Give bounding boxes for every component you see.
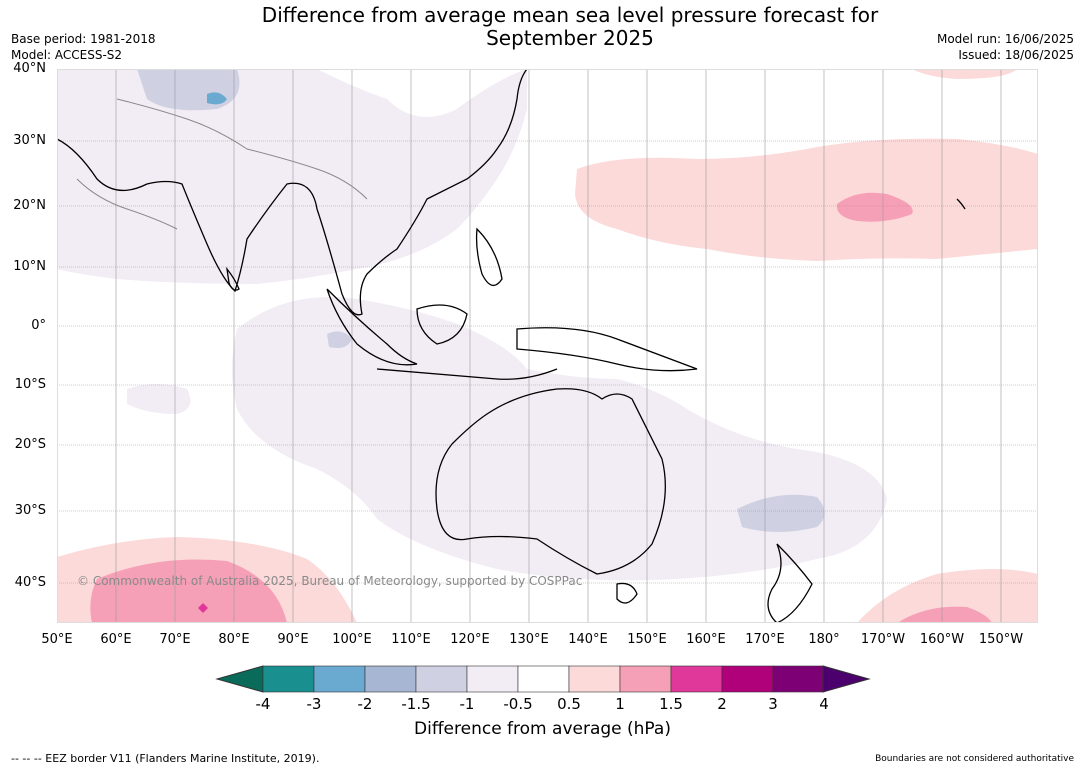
lon-label-150e: 150°E <box>627 632 667 647</box>
lon-label-170w: 170°W <box>860 632 906 647</box>
colorbar-tick: -0.5 <box>503 695 533 713</box>
lat-label-40s: 40°S <box>14 575 46 590</box>
colorbar-tick: 2 <box>717 695 727 713</box>
hawaii-outline <box>956 198 966 210</box>
anomaly-southern-pacific-core <box>897 606 992 623</box>
meta-right: Model run: 16/06/2025 Issued: 18/06/2025 <box>937 31 1074 63</box>
lat-label-30s: 30°S <box>14 503 46 518</box>
colorbar-label: Difference from average (hPa) <box>414 719 671 739</box>
colorbar-tick: -2 <box>357 695 373 713</box>
model-name: Model: ACCESS-S2 <box>11 48 123 62</box>
colorbar-bin <box>772 665 825 693</box>
colorbar-bin <box>262 665 315 693</box>
colorbar-tick: -1.5 <box>401 695 431 713</box>
lat-label-40n: 40°N <box>13 61 46 76</box>
colorbar-bin <box>568 665 621 693</box>
new-zealand-outline <box>767 543 813 623</box>
issued-date: Issued: 18/06/2025 <box>958 48 1074 62</box>
colorbar-tick: 1.5 <box>659 695 683 713</box>
sri-lanka-outline <box>226 266 240 291</box>
anomaly-himalaya-core <box>207 92 227 105</box>
colorbar-bin <box>670 665 723 693</box>
colorbar-tick: 0.5 <box>557 695 581 713</box>
border-line-2 <box>76 178 178 230</box>
colorbar-extend-low <box>215 665 264 693</box>
lat-label-20n: 20°N <box>13 198 46 213</box>
colorbar-extend-high <box>822 665 871 693</box>
lat-label-10n: 10°N <box>13 259 46 274</box>
lon-label-80e: 80°E <box>218 632 250 647</box>
lon-label-180: 180° <box>808 632 840 647</box>
colorbar-bin <box>619 665 672 693</box>
philippines-outline <box>475 227 503 286</box>
colorbar-tick: 1 <box>615 695 625 713</box>
colorbar-bin <box>364 665 417 693</box>
gridlines <box>57 69 1038 623</box>
base-period: Base period: 1981-2018 <box>11 32 156 46</box>
country-borders <box>76 98 368 230</box>
asia-coastline <box>57 69 528 316</box>
colorbar <box>215 665 871 693</box>
anomaly-north-high-edge <box>912 69 1017 79</box>
lat-label-30n: 30°N <box>13 133 46 148</box>
lon-label-70e: 70°E <box>159 632 191 647</box>
lat-label-equator: 0° <box>31 318 46 333</box>
anomaly-north-pacific-high <box>575 138 1038 261</box>
copyright-notice: © Commonwealth of Australia 2025, Bureau… <box>77 574 583 588</box>
colorbar-bin <box>517 665 570 693</box>
anomaly-southern-pacific-high <box>857 569 1038 623</box>
anomaly-southern-indian-peak <box>198 603 208 613</box>
new-guinea-outline <box>516 327 698 372</box>
lon-label-110e: 110°E <box>391 632 431 647</box>
lon-label-150w: 150°W <box>978 632 1024 647</box>
lon-label-170e: 170°E <box>745 632 785 647</box>
lon-label-50e: 50°E <box>41 632 73 647</box>
australia-outline <box>435 388 666 575</box>
colorbar-tick: -3 <box>306 695 322 713</box>
colorbar-tick: -4 <box>255 695 271 713</box>
lat-label-10s: 10°S <box>14 377 46 392</box>
colorbar-bin <box>721 665 774 693</box>
map-panel <box>57 69 1038 623</box>
colorbar-bin <box>313 665 366 693</box>
eez-legend: -- -- -- EEZ border V11 (Flanders Marine… <box>11 752 320 765</box>
colorbar-bin <box>466 665 519 693</box>
anomaly-tasman-low <box>737 494 825 532</box>
lon-label-90e: 90°E <box>277 632 309 647</box>
lon-label-160w: 160°W <box>919 632 965 647</box>
anomaly-sumatra-low <box>327 331 352 348</box>
tasmania-outline <box>616 582 638 604</box>
model-run: Model run: 16/06/2025 <box>936 32 1074 46</box>
boundary-disclaimer: Boundaries are not considered authoritat… <box>875 754 1074 764</box>
anomaly-indian-ocean-weak-low <box>232 297 887 581</box>
anomaly-southern-indian-core <box>90 559 287 623</box>
border-line-1 <box>116 98 368 200</box>
lon-label-140e: 140°E <box>568 632 608 647</box>
colorbar-tick: 4 <box>819 695 829 713</box>
sumatra-outline <box>326 288 418 366</box>
colorbar-tick: -1 <box>459 695 475 713</box>
anomaly-north-pacific-core <box>836 192 913 222</box>
lat-label-20s: 20°S <box>14 437 46 452</box>
lon-label-130e: 130°E <box>509 632 549 647</box>
map-frame <box>57 69 1038 623</box>
colorbar-bin <box>415 665 468 693</box>
lon-label-160e: 160°E <box>686 632 726 647</box>
meta-left: Base period: 1981-2018 Model: ACCESS-S2 <box>11 31 156 63</box>
colorbar-tick: 3 <box>768 695 778 713</box>
colorbar-bins <box>262 665 825 693</box>
java-lesser-sunda-outline <box>376 368 558 380</box>
lon-label-100e: 100°E <box>332 632 372 647</box>
lon-label-60e: 60°E <box>100 632 132 647</box>
land-outlines <box>57 69 966 623</box>
borneo-outline <box>416 304 468 345</box>
lon-label-120e: 120°E <box>450 632 490 647</box>
anomaly-small-weak-low <box>127 384 191 414</box>
map-title: Difference from average mean sea level p… <box>261 3 879 50</box>
